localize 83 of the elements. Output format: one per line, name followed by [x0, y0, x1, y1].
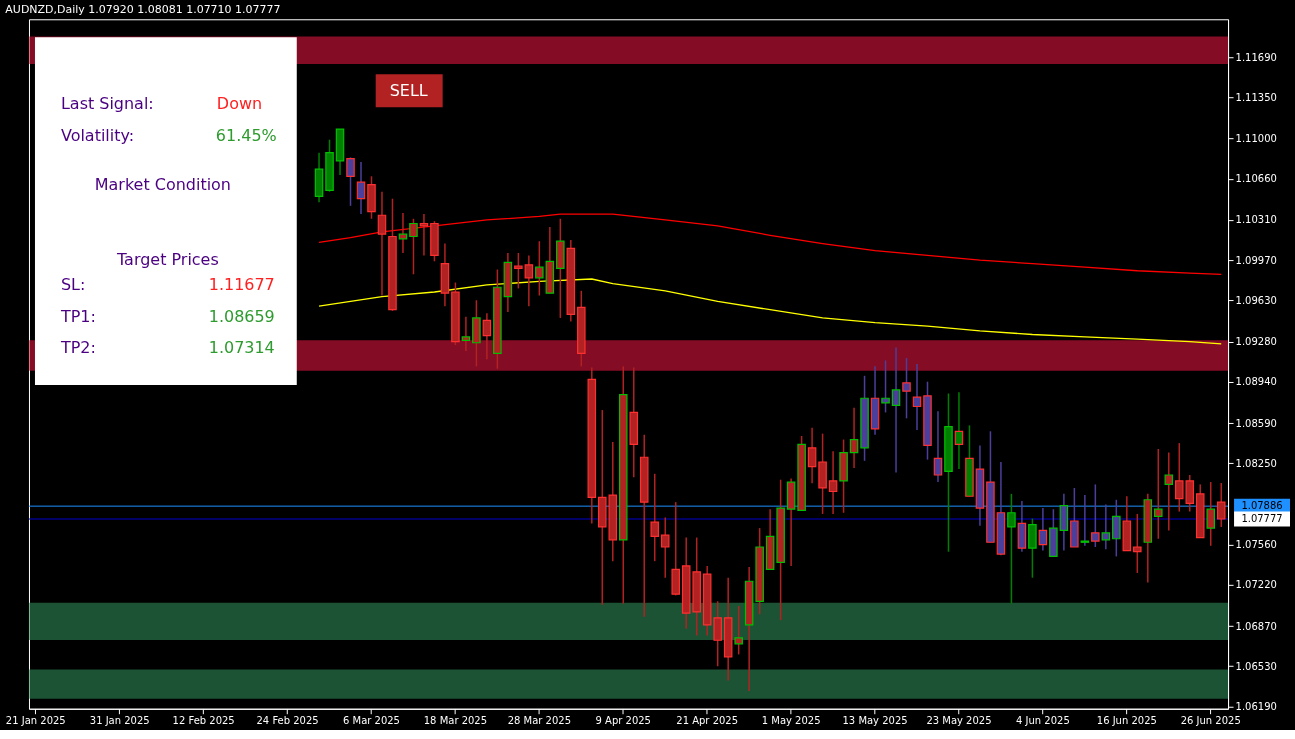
x-tick-label: 21 Jan 2025 [5, 715, 66, 727]
y-tick-label: 1.06190 [1235, 700, 1277, 712]
annotation: Down [216, 94, 263, 114]
candlestick [1112, 499, 1121, 558]
candlestick [902, 357, 911, 420]
x-tick-label: 21 Apr 2025 [676, 715, 739, 727]
candlestick [881, 359, 890, 414]
candlestick [514, 252, 523, 290]
x-tick-label: 28 Mar 2025 [507, 715, 571, 727]
y-tick-label: 1.08940 [1235, 376, 1277, 388]
x-tick-label: 13 May 2025 [842, 715, 908, 727]
annotation: 1.08659 [208, 307, 275, 327]
candlestick [807, 427, 817, 484]
x-tick-label: 9 Apr 2025 [595, 715, 651, 727]
y-tick-label: 1.11000 [1235, 133, 1277, 144]
candlestick [1216, 482, 1226, 528]
candlestick [1080, 494, 1090, 547]
y-tick-label: 1.06530 [1235, 660, 1277, 672]
annotation: 1.11677 [208, 275, 275, 295]
candlestick [409, 218, 418, 276]
candlestick [535, 240, 544, 297]
candlestick [1007, 493, 1016, 605]
x-tick-label: 26 Jun 2025 [1180, 715, 1241, 727]
annotation: Last Signal: [60, 94, 154, 114]
annotation: Volatility: [60, 126, 135, 146]
candlestick [346, 156, 355, 207]
x-tick-label: 1 May 2025 [761, 715, 821, 727]
ref-line-label: 1.07777 [1241, 513, 1283, 525]
annotation: SELL [389, 81, 428, 101]
x-tick-label: 6 Mar 2025 [343, 715, 400, 727]
candlestick [954, 391, 964, 470]
y-tick-label: 1.08590 [1235, 417, 1277, 429]
x-tick-label: 31 Jan 2025 [89, 715, 150, 727]
candlestick [912, 363, 922, 431]
annotation: 61.45% [215, 126, 277, 146]
y-tick-label: 1.11690 [1235, 51, 1277, 63]
candlestick [660, 516, 670, 579]
candlestick [849, 406, 859, 469]
annotation: TP1: [59, 307, 96, 327]
candlestick [1133, 513, 1142, 574]
x-tick-label: 23 May 2025 [926, 715, 992, 727]
candlestick [1154, 448, 1163, 540]
y-tick-label: 1.11350 [1235, 91, 1277, 103]
candlestick [891, 346, 901, 474]
candlestick [398, 212, 408, 254]
line-series [318, 278, 1222, 345]
candlestick [828, 450, 838, 515]
x-tick-label: 4 Jun 2025 [1016, 715, 1070, 727]
x-tick-label: 12 Feb 2025 [172, 715, 235, 727]
candlestick [1091, 483, 1100, 548]
annotation: Target Prices [115, 250, 219, 270]
y-tick-label: 1.08250 [1235, 457, 1277, 469]
candlestick [356, 161, 366, 215]
x-tick-label: 16 Jun 2025 [1096, 715, 1157, 727]
y-tick-label: 1.09280 [1235, 336, 1277, 348]
candlestick [734, 605, 743, 656]
candlestick [933, 410, 943, 483]
candlestick [419, 213, 429, 257]
candlestick [377, 190, 387, 297]
chart-title: AUDNZD,Daily 1.07920 1.08081 1.07710 1.07777 [5, 3, 281, 17]
y-tick-label: 1.09630 [1235, 294, 1277, 306]
y-tick-label: 1.07220 [1235, 579, 1277, 591]
candlestick [650, 473, 660, 562]
annotation: SL: [60, 275, 86, 295]
y-tick-label: 1.09970 [1235, 254, 1277, 266]
line-series [318, 213, 1222, 275]
annotation: 1.07314 [208, 338, 275, 358]
candlestick [1038, 507, 1048, 552]
y-tick-label: 1.10310 [1235, 214, 1277, 226]
candlestick [461, 316, 471, 352]
candlestick [1028, 517, 1037, 579]
annotation: Market Condition [94, 175, 231, 195]
candlestick [1101, 503, 1111, 551]
x-tick-label: 18 Mar 2025 [423, 715, 488, 727]
annotation: TP2: [59, 338, 96, 358]
ref-line-label: 1.07886 [1241, 500, 1283, 512]
y-tick-label: 1.10660 [1235, 173, 1277, 185]
y-tick-label: 1.07560 [1235, 539, 1277, 551]
candlestick [524, 254, 534, 307]
x-tick-label: 24 Feb 2025 [256, 715, 319, 727]
candlestick [1164, 451, 1174, 532]
candlestick [482, 312, 492, 361]
y-tick-label: 1.06870 [1235, 620, 1277, 632]
